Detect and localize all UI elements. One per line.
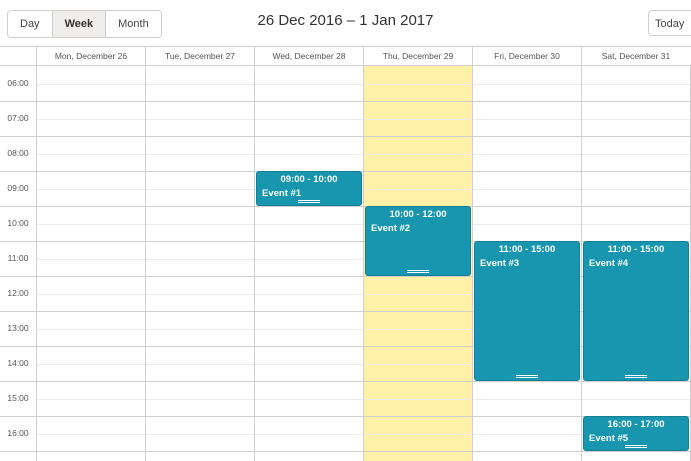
time-label: 13:00 (7, 323, 29, 333)
calendar-event[interactable]: 11:00 - 15:00 Event #3 (474, 241, 580, 381)
column-line (254, 66, 255, 461)
time-label: 09:00 (7, 183, 29, 193)
event-time: 09:00 - 10:00 (280, 174, 338, 185)
resize-handle-icon[interactable] (516, 375, 538, 378)
calendar-event[interactable]: 10:00 - 12:00 Event #2 (365, 206, 471, 276)
day-header: Sat, December 31 (581, 47, 690, 65)
day-view-button[interactable]: Day (8, 11, 53, 37)
time-label: 10:00 (7, 218, 29, 228)
resize-handle-icon[interactable] (625, 445, 647, 448)
time-label: 16:00 (7, 428, 29, 438)
event-title: Event #5 (589, 433, 629, 444)
resize-handle-icon[interactable] (407, 270, 429, 273)
calendar-event[interactable]: 11:00 - 15:00 Event #4 (583, 241, 689, 381)
time-label: 14:00 (7, 358, 29, 368)
time-label: 06:00 (7, 78, 29, 88)
time-label: 11:00 (7, 253, 29, 263)
day-header-row: Mon, December 26 Tue, December 27 Wed, Dec… (0, 47, 691, 66)
event-title: Event #2 (371, 223, 411, 234)
day-header: Wed, December 28 (254, 47, 363, 65)
event-time: 11:00 - 15:00 (607, 244, 665, 255)
week-calendar: Mon, December 26 Tue, December 27 Wed, Dec… (0, 46, 691, 461)
time-label: 07:00 (7, 113, 29, 123)
date-range-title: 26 Dec 2016 – 1 Jan 2017 (257, 12, 434, 29)
today-button[interactable]: Today (648, 10, 691, 36)
event-time: 10:00 - 12:00 (389, 209, 447, 220)
hour-line (0, 136, 691, 137)
event-time: 11:00 - 15:00 (498, 244, 556, 255)
column-line (145, 66, 146, 461)
hour-line (0, 416, 691, 417)
day-header: Thu, December 29 (363, 47, 472, 65)
event-title: Event #1 (262, 188, 302, 199)
view-switcher: Day Week Month (7, 10, 162, 38)
hour-line (0, 206, 691, 207)
hour-line (0, 241, 691, 242)
day-header: Tue, December 27 (145, 47, 254, 65)
month-view-button[interactable]: Month (106, 11, 161, 37)
hour-line (0, 451, 691, 452)
column-line (36, 66, 37, 461)
hour-line (0, 381, 691, 382)
resize-handle-icon[interactable] (625, 375, 647, 378)
time-label: 08:00 (7, 148, 29, 158)
hour-line (0, 101, 691, 102)
time-grid[interactable]: 06:00 07:00 08:00 09:00 10:00 11:00 12:00 13:00… (0, 66, 691, 461)
calendar-toolbar: Day Week Month 26 Dec 2016 – 1 Jan 2017 … (0, 0, 691, 46)
column-line (581, 66, 582, 461)
day-header: Mon, December 26 (36, 47, 145, 65)
hour-line (0, 346, 691, 347)
event-title: Event #3 (480, 258, 520, 269)
day-header: Fri, December 30 (472, 47, 581, 65)
column-line (363, 66, 364, 461)
time-label: 15:00 (7, 393, 29, 403)
hour-line (0, 311, 691, 312)
calendar-event[interactable]: 09:00 - 10:00 Event #1 (256, 171, 362, 206)
calendar-event[interactable]: 16:00 - 17:00 Event #5 (583, 416, 689, 451)
event-time: 16:00 - 17:00 (607, 419, 665, 430)
hour-line (0, 276, 691, 277)
time-label: 12:00 (7, 288, 29, 298)
event-title: Event #4 (589, 258, 629, 269)
column-line (472, 66, 473, 461)
resize-handle-icon[interactable] (298, 200, 320, 203)
week-view-button[interactable]: Week (52, 11, 107, 37)
